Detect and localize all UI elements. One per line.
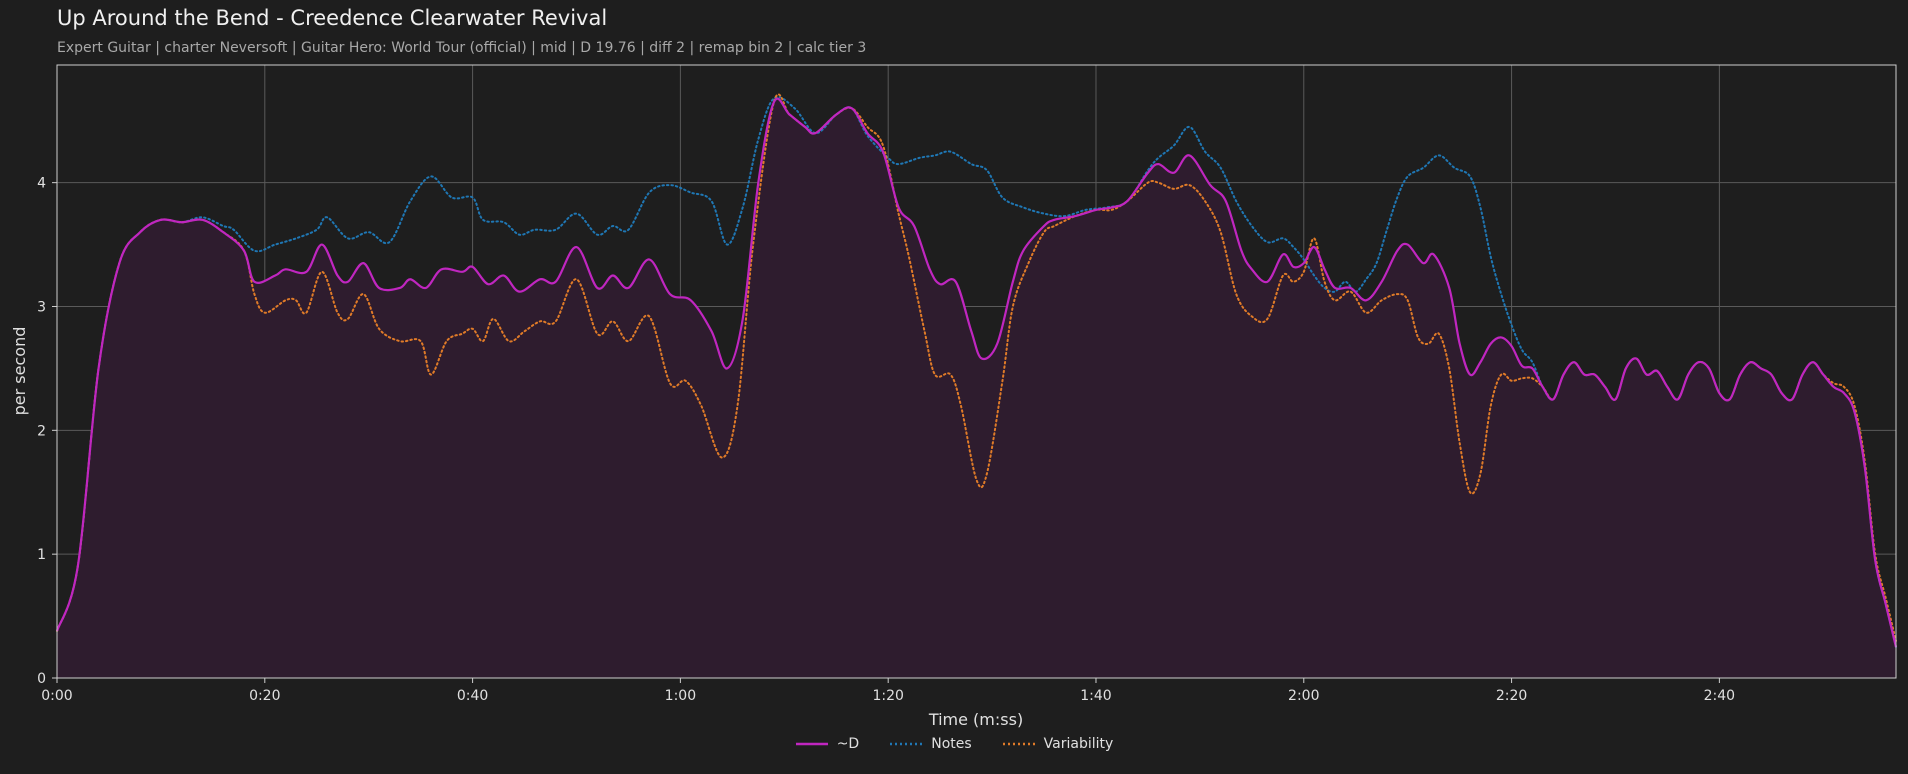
series-lines — [55, 93, 1898, 649]
legend-label-d: ~D — [836, 736, 860, 752]
x-tick-label: 0:00 — [41, 688, 72, 704]
plot-frame — [56, 64, 1897, 679]
area-fill-d — [57, 98, 1896, 678]
chart-subtitle: Expert Guitar | charter Neversoft | Guit… — [57, 40, 867, 56]
axis-ticks: 0:00 0:20 0:40 1:00 1:20 1:40 2:00 2:20 2:40 0 1 2 3… — [37, 176, 1735, 704]
chart-title: Up Around the Bend - Creedence Clearwate… — [57, 6, 608, 30]
x-axis-label: Time (m:ss) — [928, 710, 1023, 729]
legend-item-notes: Notes — [889, 736, 972, 752]
series-line-d — [55, 97, 1898, 648]
legend-swatch-d — [795, 742, 828, 746]
x-tick-label: 2:20 — [1496, 688, 1527, 704]
x-tick-label: 0:20 — [249, 688, 280, 704]
legend-swatch-notes — [890, 742, 923, 746]
x-tick-label: 0:40 — [457, 688, 488, 704]
y-axis-label: per second — [10, 327, 29, 416]
legend-item-variability: Variability — [1002, 736, 1114, 752]
line-chart: 0:00 0:20 0:40 1:00 1:20 1:40 2:00 2:20 2:40 0 1 2 3… — [10, 64, 1898, 729]
y-tick-label: 3 — [37, 299, 46, 315]
x-tick-label: 1:20 — [872, 688, 903, 704]
x-tick-label: 1:40 — [1080, 688, 1111, 704]
chart-legend: ~D Notes Variability — [0, 736, 1908, 752]
y-tick-label: 1 — [37, 547, 46, 563]
y-tick-label: 2 — [37, 423, 46, 439]
y-tick-label: 4 — [37, 176, 46, 192]
d-area-fill — [57, 98, 1896, 678]
legend-label-notes: Notes — [931, 736, 972, 752]
legend-label-variability: Variability — [1043, 736, 1114, 752]
legend-item-d: ~D — [795, 736, 860, 752]
x-tick-label: 2:00 — [1288, 688, 1319, 704]
y-tick-label: 0 — [37, 671, 46, 687]
x-tick-label: 2:40 — [1704, 688, 1735, 704]
x-tick-label: 1:00 — [665, 688, 696, 704]
legend-swatch-variability — [1002, 742, 1035, 746]
